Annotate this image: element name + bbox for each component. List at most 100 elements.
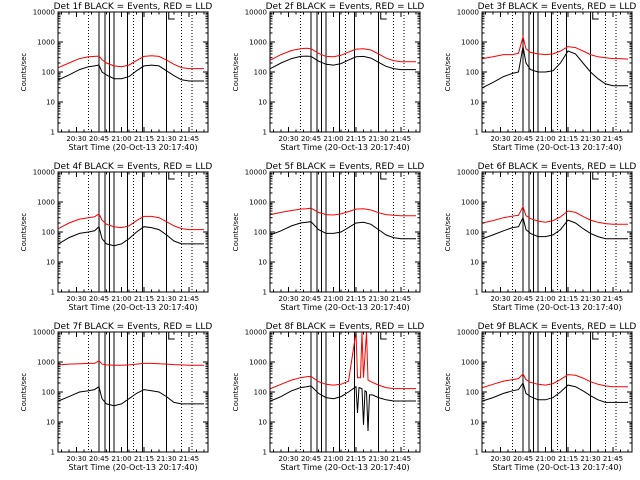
y-tick-label: 100 [42, 229, 55, 237]
x-tick-label: 21:00 [535, 455, 555, 463]
x-tick-label: 21:15 [558, 455, 578, 463]
x-tick-label: 20:45 [301, 455, 321, 463]
lld-series-line [270, 331, 416, 390]
panel-title: Det 8f BLACK = Events, RED = LLD [266, 322, 425, 332]
x-tick-label: 21:30 [580, 135, 600, 143]
lld-series-line [58, 360, 204, 366]
y-tick-label: 10 [46, 99, 55, 107]
x-tick-label: 21:30 [156, 455, 176, 463]
x-tick-label: 20:30 [278, 135, 298, 143]
flag-marker [380, 172, 387, 180]
y-tick-label: 10 [470, 419, 479, 427]
lld-series-line [58, 213, 204, 231]
lld-series-line [270, 47, 416, 63]
x-axis-label: Start Time (20-Oct-13 20:17:40) [68, 463, 197, 472]
detector-panel-5: Det 5f BLACK = Events, RED = LLD 1 10 100 10… [232, 162, 424, 312]
x-tick-label: 20:30 [278, 455, 298, 463]
y-axis-label: Counts/sec [444, 373, 452, 412]
panel-title: Det 6f BLACK = Events, RED = LLD [478, 162, 637, 172]
y-tick-label: 1 [475, 449, 479, 457]
y-tick-label: 100 [42, 389, 55, 397]
x-axis-label-date: 20-Oct-13 20:17:40 [540, 463, 619, 472]
detector-panel-7: Det 7f BLACK = Events, RED = LLD 1 10 100 10… [20, 322, 212, 472]
x-axis-label-date: 20-Oct-13 20:17:40 [116, 463, 195, 472]
x-tick-label: 20:30 [490, 135, 510, 143]
y-tick-label: 1 [475, 129, 479, 137]
y-tick-label: 10 [258, 259, 267, 267]
x-axis-label-suffix: ) [194, 303, 197, 312]
y-tick-label: 10000 [33, 329, 55, 337]
y-tick-label: 1000 [461, 359, 479, 367]
x-tick-label: 21:30 [368, 295, 388, 303]
x-tick-label: 20:45 [513, 455, 533, 463]
x-tick-label: 20:45 [89, 135, 109, 143]
detector-panel-6: Det 6f BLACK = Events, RED = LLD 1 10 100 10… [444, 162, 636, 312]
panel-title: Det 4f BLACK = Events, RED = LLD [54, 162, 213, 172]
x-axis-label-prefix: Start Time ( [68, 463, 115, 472]
panel-title: Det 2f BLACK = Events, RED = LLD [266, 2, 425, 12]
y-tick-label: 100 [254, 69, 267, 77]
y-tick-label: 1 [263, 129, 267, 137]
x-tick-label: 21:45 [391, 455, 411, 463]
detector-panel-2: Det 2f BLACK = Events, RED = LLD 1 10 100 10… [232, 2, 424, 152]
x-tick-label: 21:15 [134, 135, 154, 143]
y-tick-label: 1 [263, 449, 267, 457]
y-tick-label: 10000 [245, 169, 267, 177]
x-tick-label: 21:45 [603, 295, 623, 303]
lld-series-line [482, 205, 628, 225]
x-axis-label-prefix: Start Time ( [68, 143, 115, 152]
events-series-line [58, 225, 204, 247]
y-tick-label: 1000 [37, 359, 55, 367]
x-tick-label: 20:45 [301, 135, 321, 143]
detector-panel-4: Det 4f BLACK = Events, RED = LLD 1 10 100 10… [20, 162, 212, 312]
x-tick-label: 20:30 [66, 295, 86, 303]
events-series-line [482, 381, 628, 403]
lld-series-line [482, 34, 629, 60]
x-tick-label: 21:00 [535, 295, 555, 303]
x-tick-label: 21:45 [391, 295, 411, 303]
flag-marker [168, 12, 175, 20]
detector-panel-3: Det 3f BLACK = Events, RED = LLD 1 10 100 10… [444, 2, 636, 152]
y-tick-label: 10000 [245, 329, 267, 337]
events-series-line [270, 221, 416, 240]
x-tick-label: 20:30 [66, 455, 86, 463]
x-axis-label-prefix: Start Time ( [68, 303, 115, 312]
x-tick-label: 21:15 [558, 135, 578, 143]
x-tick-label: 21:00 [111, 455, 131, 463]
x-tick-label: 21:00 [323, 135, 343, 143]
x-tick-label: 21:00 [323, 295, 343, 303]
x-axis-label-suffix: ) [194, 463, 197, 472]
x-axis-label-date: 20-Oct-13 20:17:40 [116, 303, 195, 312]
x-tick-label: 20:45 [513, 295, 533, 303]
y-tick-label: 10000 [457, 9, 479, 17]
y-tick-label: 10000 [457, 169, 479, 177]
x-tick-label: 21:00 [535, 135, 555, 143]
y-tick-label: 10 [258, 419, 267, 427]
flag-marker [592, 172, 599, 180]
events-series-line [482, 46, 628, 89]
y-tick-label: 10 [258, 99, 267, 107]
x-tick-label: 20:45 [89, 455, 109, 463]
x-axis-label: Start Time (20-Oct-13 20:17:40) [68, 143, 197, 152]
x-axis-label-suffix: ) [406, 143, 409, 152]
y-tick-label: 1 [475, 289, 479, 297]
x-axis-label-prefix: Start Time ( [492, 303, 539, 312]
events-series-line [58, 385, 204, 407]
x-axis-label: Start Time (20-Oct-13 20:17:40) [280, 463, 409, 472]
x-tick-label: 21:15 [134, 295, 154, 303]
panel-title: Det 3f BLACK = Events, RED = LLD [478, 2, 637, 12]
x-axis-label: Start Time (20-Oct-13 20:17:40) [492, 143, 621, 152]
y-tick-label: 10000 [33, 9, 55, 17]
y-tick-label: 1 [51, 129, 55, 137]
panel-title: Det 7f BLACK = Events, RED = LLD [54, 322, 213, 332]
y-tick-label: 1 [51, 449, 55, 457]
x-tick-label: 21:45 [179, 135, 199, 143]
events-series-line [270, 385, 416, 432]
y-tick-label: 1 [51, 289, 55, 297]
x-tick-label: 21:15 [346, 455, 366, 463]
y-axis-label: Counts/sec [232, 213, 240, 252]
x-axis-label: Start Time (20-Oct-13 20:17:40) [280, 143, 409, 152]
x-tick-label: 21:15 [346, 135, 366, 143]
panel-title: Det 5f BLACK = Events, RED = LLD [266, 162, 425, 172]
